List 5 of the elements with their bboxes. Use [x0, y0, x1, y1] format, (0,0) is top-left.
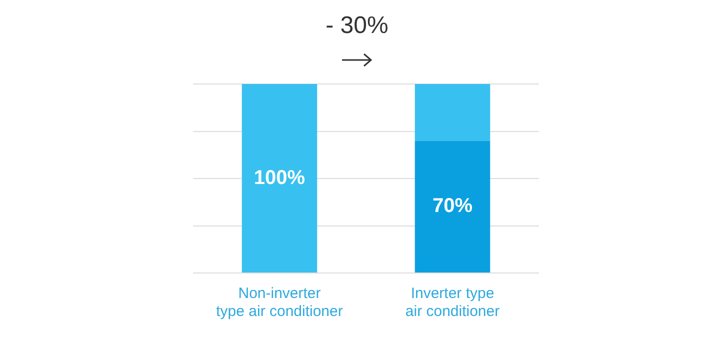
x-tick-label: Non-inverter type air conditioner — [216, 285, 343, 320]
x-tick-label: Inverter type air conditioner — [405, 285, 500, 320]
data-label: 70% — [432, 195, 473, 218]
text: - 30% — [324, 12, 390, 40]
data-label: 100% — [254, 166, 306, 189]
